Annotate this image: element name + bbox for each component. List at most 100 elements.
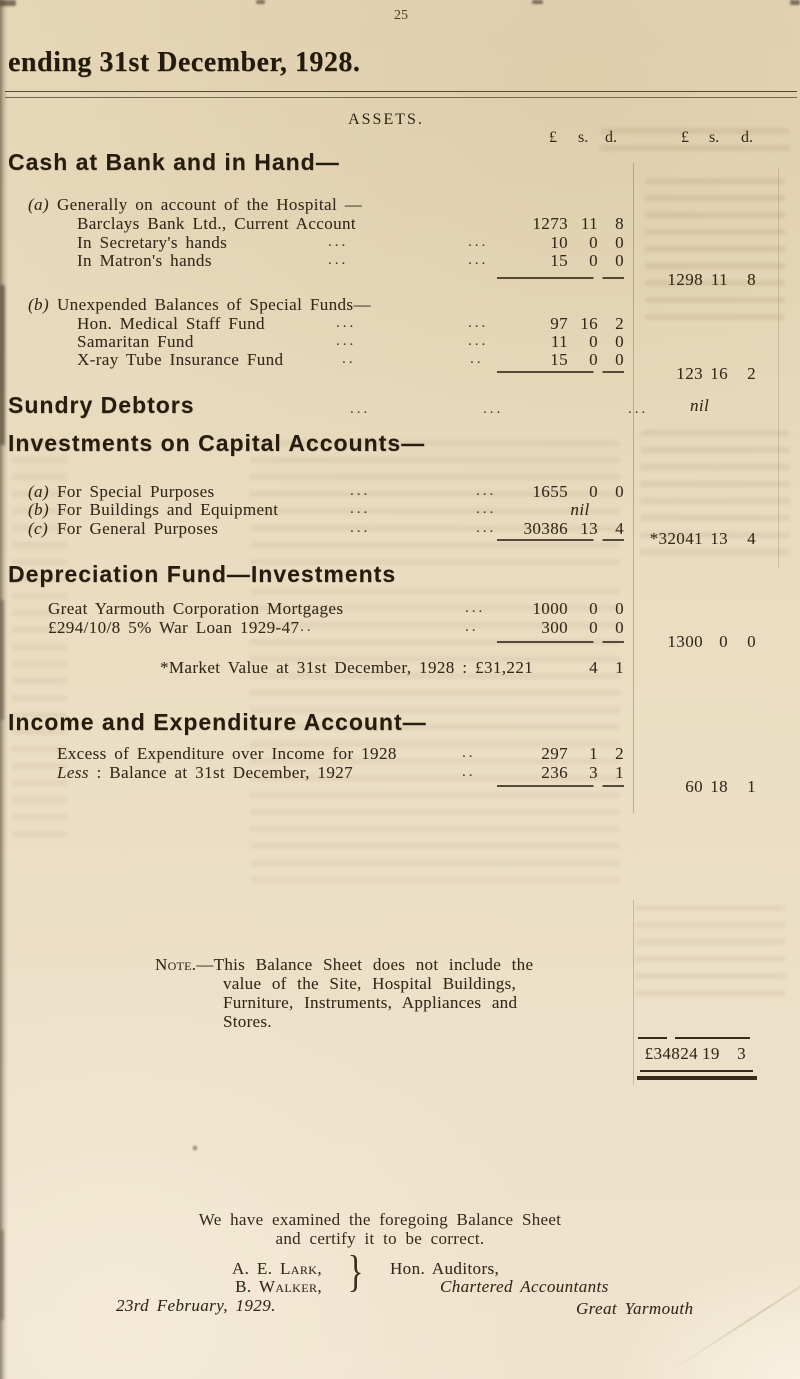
scan-speck — [532, 0, 543, 4]
dot-leader: ... — [468, 234, 489, 250]
dot-leader: ... — [350, 483, 371, 499]
row-pence: 0 — [615, 233, 624, 252]
row-pence: 0 — [615, 482, 624, 501]
grand-total-pence: 3 — [737, 1044, 746, 1063]
scan-speck — [256, 0, 265, 4]
note-line: value of the Site, Hospital Buildings, — [223, 974, 517, 993]
certification-line-1: We have examined the foregoing Balance S… — [198, 1210, 562, 1229]
row-marker: (c) — [28, 519, 49, 538]
subtotal-rule — [497, 371, 624, 373]
dot-leader: ... — [350, 520, 371, 536]
scan-edge-blob — [0, 1230, 4, 1320]
note-text: —This Balance Sheet does not include the — [196, 955, 534, 974]
section-heading-income-expenditure: Income and Expenditure Account— — [8, 709, 427, 735]
row-shillings: 1 — [589, 744, 598, 763]
dot-leader: ... — [476, 520, 497, 536]
row-pence: 8 — [615, 214, 624, 233]
row-marker: (a) — [28, 482, 50, 501]
row-pence: 2 — [615, 744, 624, 763]
dot-leader: ... — [628, 401, 649, 417]
scan-left-edge — [0, 0, 8, 1379]
market-value-label: *Market Value at 31st December, 1928 : £… — [160, 658, 534, 677]
bleed-through-text — [645, 178, 785, 328]
bleed-through-rule — [778, 168, 779, 568]
group-label: Generally on account of the Hospital — — [57, 195, 363, 214]
row-pence: 0 — [615, 599, 624, 618]
subtotal-shillings: 16 — [710, 364, 728, 383]
subtotal-pounds: *32041 — [649, 529, 703, 548]
row-label: For Special Purposes — [57, 482, 215, 501]
dot-leader: ... — [468, 333, 489, 349]
row-pounds: 15 — [550, 251, 568, 270]
subtotal-shillings: 0 — [719, 632, 728, 651]
row-pounds: 30386 — [523, 519, 568, 538]
scan-speck — [193, 1146, 197, 1150]
signature-brace: } — [347, 1247, 364, 1296]
certification-place: Great Yarmouth — [576, 1299, 694, 1318]
bleed-through-text — [250, 440, 620, 570]
row-pounds: 236 — [541, 763, 568, 782]
corner-highlight — [610, 1249, 800, 1379]
row-pounds: 1655 — [532, 482, 568, 501]
row-pounds: 97 — [550, 314, 568, 333]
dot-leader: ... — [465, 600, 486, 616]
row-shillings: 0 — [589, 350, 598, 369]
assets-heading: ASSETS. — [348, 111, 424, 128]
row-pence: 0 — [615, 332, 624, 351]
row-label: Barclays Bank Ltd., Current Account — [77, 214, 357, 233]
dot-leader: ... — [476, 501, 497, 517]
row-pounds: 11 — [550, 332, 568, 351]
bleed-through-text — [600, 128, 790, 156]
auditor-name-2: B. Walker, — [235, 1277, 322, 1296]
section-heading-sundry-debtors: Sundry Debtors — [8, 392, 195, 418]
dot-leader: ... — [336, 315, 357, 331]
row-marker: (b) — [28, 500, 50, 519]
note-label: Note. — [155, 955, 197, 974]
row-label: Great Yarmouth Corporation Mortgages — [48, 599, 344, 618]
bleed-through-text — [640, 430, 790, 560]
dot-leader: ... — [350, 501, 371, 517]
auditors-role-1: Hon. Auditors, — [390, 1259, 500, 1278]
row-pence: 2 — [615, 314, 624, 333]
subtotal-pounds: 60 — [685, 777, 703, 796]
row-shillings: 0 — [589, 482, 598, 501]
auditors-role-2: Chartered Accountants — [440, 1277, 609, 1296]
shillings-header-outer: s. — [709, 129, 720, 146]
row-label: Hon. Medical Staff Fund — [77, 314, 265, 333]
dot-leader: ... — [468, 252, 489, 268]
subtotal-pounds: 1298 — [667, 270, 703, 289]
row-label: Excess of Expenditure over Income for 19… — [57, 744, 397, 763]
grand-total-pounds: £34824 — [644, 1044, 698, 1063]
row-pounds: 1000 — [532, 599, 568, 618]
row-pounds: 297 — [541, 744, 568, 763]
row-shillings: 13 — [580, 519, 598, 538]
row-shillings: 0 — [589, 332, 598, 351]
grand-total-shillings: 19 — [702, 1044, 720, 1063]
row-label: In Secretary's hands — [77, 233, 228, 252]
row-shillings: 0 — [589, 618, 598, 637]
row-pence: 4 — [615, 519, 624, 538]
dot-leader: ... — [328, 252, 349, 268]
row-label: £294/10/8 5% War Loan 1929-47 — [48, 618, 300, 637]
dot-leader: .. — [465, 619, 479, 635]
group-marker: (b) — [28, 295, 50, 314]
row-nil-value: nil — [570, 500, 590, 519]
pence-header-inner: d. — [605, 129, 617, 146]
dot-leader: .. — [462, 764, 476, 780]
market-value-pence: 1 — [615, 658, 624, 677]
row-shillings: 11 — [580, 214, 598, 233]
bleed-through-text — [250, 588, 620, 883]
scan-edge-blob — [0, 600, 4, 720]
note-line: Note.—This Balance Sheet does not includ… — [155, 955, 533, 975]
row-shillings: 16 — [580, 314, 598, 333]
row-shillings: 0 — [589, 599, 598, 618]
grand-total-rule-thin — [640, 1070, 753, 1072]
section-heading-capital-investments: Investments on Capital Accounts— — [8, 430, 426, 456]
dot-leader: .. — [342, 351, 356, 367]
row-label: Less : Balance at 31st December, 1927 — [57, 763, 353, 782]
scan-speck — [0, 0, 16, 6]
scan-speck — [790, 0, 800, 5]
row-pounds: 10 — [550, 233, 568, 252]
dot-leader: ... — [483, 401, 504, 417]
bleed-through-rule — [633, 163, 634, 813]
